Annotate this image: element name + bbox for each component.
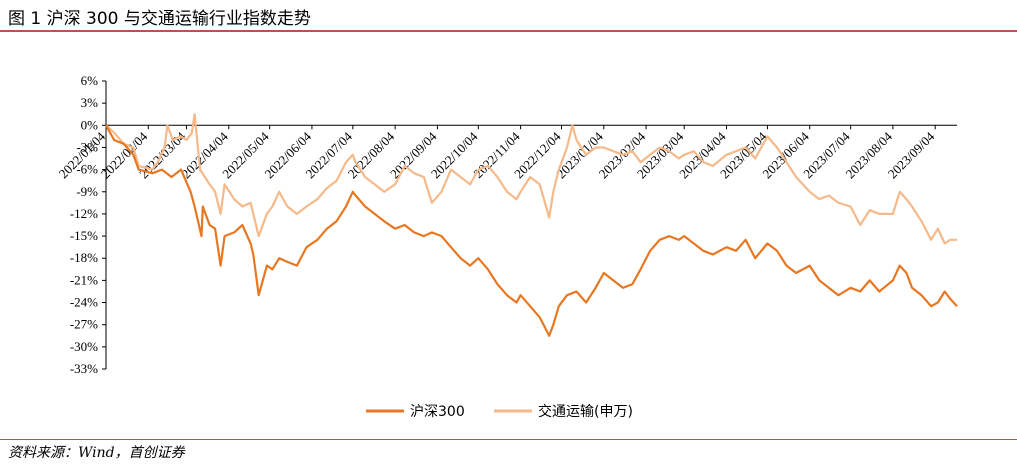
y-tick-label: 0% [81,117,99,132]
source-note: 资料来源：Wind，首创证券 [8,445,185,461]
y-tick-label: -33% [70,361,98,376]
y-tick-label: -9% [76,184,98,199]
y-tick-label: 6% [81,73,99,88]
y-tick-label: -27% [70,317,98,332]
y-tick-label: -21% [70,272,98,287]
series-line-1 [105,113,957,245]
series-line-0 [105,124,958,337]
y-tick-label: -24% [70,295,98,310]
y-tick-label: -6% [76,162,98,177]
bottom-rule [0,439,1017,440]
y-tick-label: -15% [70,228,98,243]
legend-label-1: 交通运输(申万) [538,403,633,420]
page-title: 图 1 沪深 300 与交通运输行业指数走势 [8,9,311,29]
legend-label-0: 沪深300 [410,404,465,420]
y-tick-label: -3% [76,139,98,154]
y-tick-label: 3% [81,95,99,110]
top-rule [0,30,1017,32]
y-tick-label: -30% [70,339,98,354]
x-tick-label: 2023/09/04 [885,128,938,181]
y-tick-label: -12% [70,206,98,221]
y-tick-label: -18% [70,250,98,265]
